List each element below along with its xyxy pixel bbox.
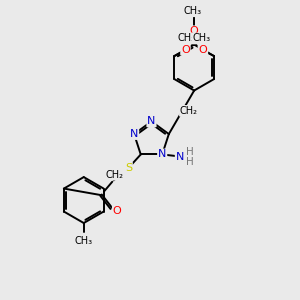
Text: O: O <box>181 45 190 55</box>
Text: N: N <box>176 152 184 161</box>
Text: S: S <box>125 163 132 173</box>
Text: O: O <box>199 45 207 55</box>
Text: N: N <box>147 116 156 126</box>
Text: CH₃: CH₃ <box>193 33 211 43</box>
Text: O: O <box>190 26 199 36</box>
Text: O: O <box>113 206 122 216</box>
Text: N: N <box>158 149 166 160</box>
Text: H: H <box>186 146 194 157</box>
Text: CH₃: CH₃ <box>178 33 196 43</box>
Text: CH₂: CH₂ <box>106 170 124 180</box>
Text: CH₃: CH₃ <box>74 236 92 246</box>
Text: CH₃: CH₃ <box>184 6 202 16</box>
Text: N: N <box>130 129 138 139</box>
Text: H: H <box>186 158 194 167</box>
Text: CH₂: CH₂ <box>180 106 198 116</box>
